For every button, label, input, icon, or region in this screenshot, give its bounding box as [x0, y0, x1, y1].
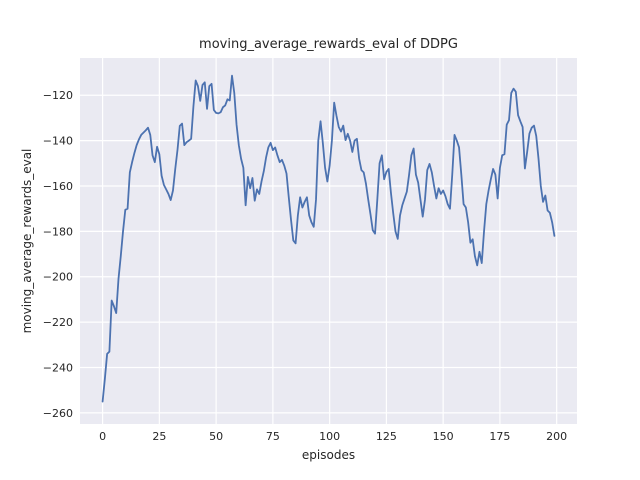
- y-tick-label: −120: [43, 89, 73, 102]
- x-tick-label: 150: [433, 430, 454, 443]
- chart-title: moving_average_rewards_eval of DDPG: [199, 37, 458, 52]
- y-tick-label: −200: [43, 271, 73, 284]
- plot-area: [80, 58, 577, 424]
- y-tick-label: −220: [43, 316, 73, 329]
- y-tick-label: −260: [43, 407, 73, 420]
- y-tick-label: −140: [43, 135, 73, 148]
- x-tick-label: 125: [376, 430, 397, 443]
- x-tick-label: 75: [266, 430, 280, 443]
- y-axis-label: moving_average_rewards_eval: [20, 148, 34, 334]
- x-tick-label: 175: [489, 430, 510, 443]
- y-tick-label: −160: [43, 180, 73, 193]
- y-tick-label: −180: [43, 225, 73, 238]
- y-tick-label: −240: [43, 362, 73, 375]
- x-axis-label: episodes: [301, 448, 356, 462]
- x-tick-label: 100: [319, 430, 340, 443]
- x-tick-label: 200: [546, 430, 567, 443]
- data-line: [101, 74, 556, 403]
- x-tick-label: 25: [152, 430, 166, 443]
- x-tick-label: 0: [99, 430, 106, 443]
- x-tick-label: 50: [209, 430, 223, 443]
